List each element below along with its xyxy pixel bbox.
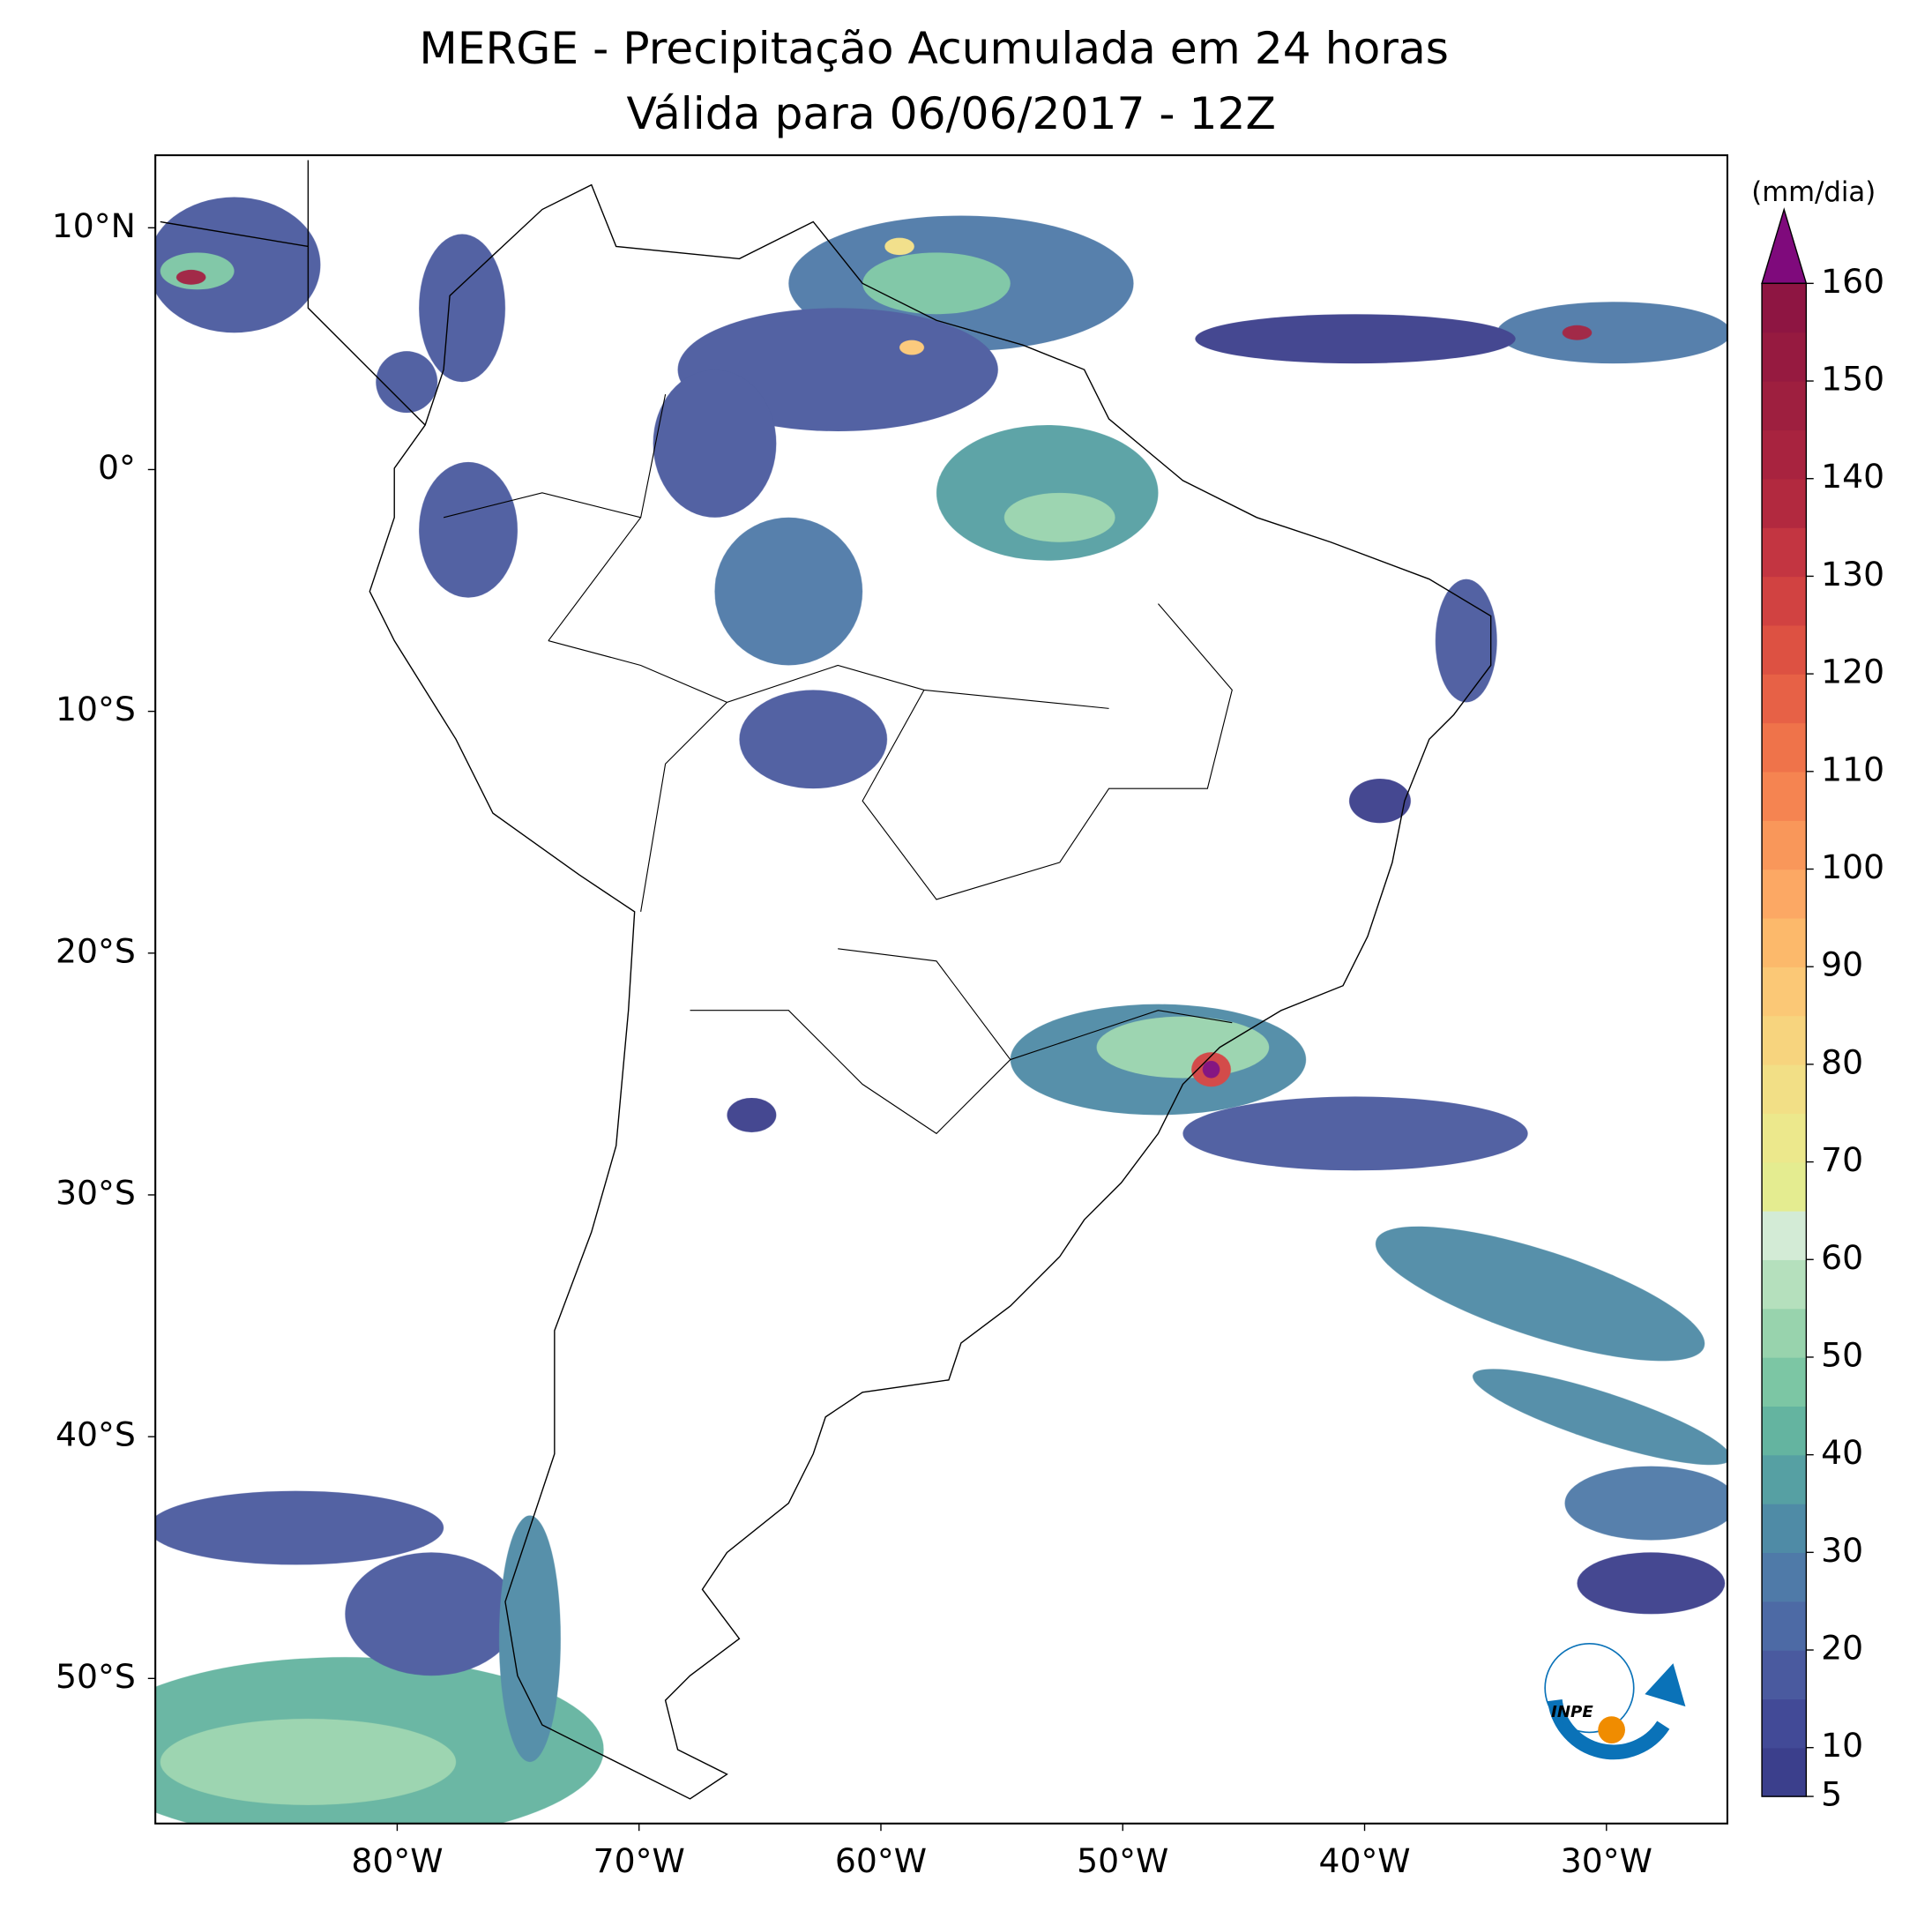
y-tick-label: 0° — [98, 448, 136, 487]
colorbar-band — [1762, 429, 1807, 480]
subtitle: Válida para 06/06/2017 - 12Z — [626, 87, 1276, 139]
title: MERGE - Precipitação Acumulada em 24 hor… — [419, 22, 1449, 74]
colorbar-band — [1762, 1747, 1807, 1797]
colorbar-band — [1762, 332, 1807, 382]
colorbar-band — [1762, 917, 1807, 967]
colorbar-tick-label: 90 — [1821, 945, 1863, 984]
colorbar-tick-label: 50 — [1821, 1335, 1863, 1374]
colorbar-band — [1762, 820, 1807, 870]
colorbar-band — [1762, 1308, 1807, 1358]
colorbar-band — [1762, 1210, 1807, 1260]
x-tick-label: 80°W — [351, 1841, 443, 1880]
colorbar-band — [1762, 1650, 1807, 1700]
x-tick-label: 30°W — [1561, 1841, 1652, 1880]
colorbar-band — [1762, 1064, 1807, 1114]
colorbar-band — [1762, 527, 1807, 578]
colorbar-band — [1762, 381, 1807, 431]
colorbar-band — [1762, 478, 1807, 528]
colorbar-band — [1762, 1454, 1807, 1504]
colorbar-tick-label: 160 — [1821, 262, 1884, 301]
colorbar-tick-label: 40 — [1821, 1433, 1863, 1472]
map-area — [155, 160, 1727, 1824]
colorbar-tick-label: 100 — [1821, 847, 1884, 886]
colorbar-band — [1762, 1113, 1807, 1163]
x-tick-label: 40°W — [1318, 1841, 1410, 1880]
colorbar-band — [1762, 624, 1807, 675]
colorbar-band — [1762, 722, 1807, 773]
colorbar-tick-label: 150 — [1821, 360, 1884, 399]
colorbar-band — [1762, 1503, 1807, 1554]
colorbar-extend — [1761, 207, 1808, 285]
colorbar-band — [1762, 1161, 1807, 1212]
colorbar-band — [1762, 869, 1807, 919]
colorbar-tick-label: 130 — [1821, 555, 1884, 593]
colorbar-label: (mm/dia) — [1751, 176, 1876, 208]
precipitation — [155, 197, 1727, 1824]
colorbar-band — [1762, 1356, 1807, 1407]
colorbar-tick-label: 10 — [1821, 1726, 1863, 1765]
colorbar-band — [1762, 967, 1807, 1017]
colorbar-tick-label: 60 — [1821, 1238, 1863, 1277]
y-tick-label: 10°S — [56, 690, 136, 728]
logo-text: INPE — [1551, 1703, 1593, 1721]
colorbar-frame — [1761, 282, 1808, 1797]
colorbar-tick-label: 120 — [1821, 653, 1884, 691]
colorbar-band — [1762, 283, 1807, 333]
colorbar-tick-label: 80 — [1821, 1042, 1863, 1081]
colorbar-tick-label: 140 — [1821, 457, 1884, 496]
colorbar-tick-label: 30 — [1821, 1531, 1863, 1570]
x-tick-label: 50°W — [1077, 1841, 1168, 1880]
colorbar-band — [1762, 1552, 1807, 1602]
colorbar-band — [1762, 1259, 1807, 1310]
colorbar-band — [1762, 674, 1807, 724]
map-frame — [154, 153, 1728, 1825]
colorbar-band — [1762, 771, 1807, 821]
y-tick-label: 10°N — [52, 206, 136, 245]
y-tick-label: 20°S — [56, 931, 136, 970]
colorbar-band — [1762, 1015, 1807, 1065]
y-tick-label: 50°S — [56, 1657, 136, 1696]
colorbar-tick-label: 70 — [1821, 1140, 1863, 1179]
y-tick-label: 40°S — [56, 1415, 136, 1454]
coastline — [160, 160, 1492, 1800]
colorbar-tick-label: 110 — [1821, 750, 1884, 788]
colorbar-tick-label: 5 — [1821, 1775, 1842, 1814]
colorbar-tick-label: 20 — [1821, 1629, 1863, 1668]
x-tick-label: 70°W — [593, 1841, 685, 1880]
colorbar-band — [1762, 1406, 1807, 1456]
colorbar-band — [1762, 576, 1807, 626]
logo: INPE — [1544, 1642, 1686, 1760]
colorbar-band — [1762, 1698, 1807, 1749]
y-tick-label: 30°S — [56, 1173, 136, 1212]
x-tick-label: 60°W — [835, 1841, 927, 1880]
colorbar-band — [1762, 1601, 1807, 1651]
borders — [443, 393, 1233, 1135]
